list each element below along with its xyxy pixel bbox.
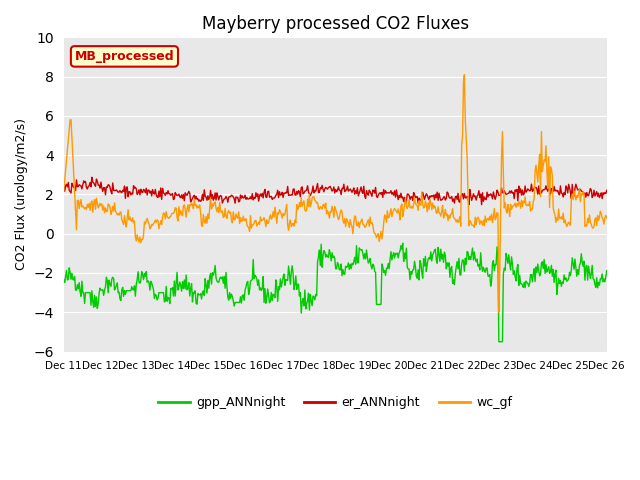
er_ANNnight (157, 185, 164, 191)
er_ANNnight (424, 192, 431, 198)
Line: er_ANNnight: er_ANNnight (64, 177, 607, 205)
gpp_ANNnight (495, 339, 502, 345)
gpp_ANNnight (399, 240, 406, 246)
er_ANNnight (88, 174, 96, 180)
er_ANNnight (60, 183, 68, 189)
wc_gf (60, 188, 68, 193)
wc_gf (470, 222, 477, 228)
er_ANNnight (465, 202, 473, 208)
gpp_ANNnight (305, 307, 313, 313)
gpp_ANNnight (200, 288, 207, 294)
gpp_ANNnight (380, 270, 388, 276)
wc_gf (305, 192, 313, 197)
gpp_ANNnight (156, 290, 164, 296)
wc_gf (380, 220, 388, 226)
er_ANNnight (307, 192, 314, 198)
er_ANNnight (381, 191, 388, 197)
er_ANNnight (470, 194, 478, 200)
wc_gf (495, 310, 502, 315)
wc_gf (200, 212, 207, 217)
Title: Mayberry processed CO2 Fluxes: Mayberry processed CO2 Fluxes (202, 15, 468, 33)
wc_gf (461, 72, 468, 78)
Y-axis label: CO2 Flux (urology/m2/s): CO2 Flux (urology/m2/s) (15, 119, 28, 270)
Text: MB_processed: MB_processed (75, 50, 174, 63)
wc_gf (422, 203, 430, 208)
Line: gpp_ANNnight: gpp_ANNnight (64, 243, 607, 342)
gpp_ANNnight (60, 277, 68, 283)
gpp_ANNnight (424, 261, 431, 267)
wc_gf (603, 215, 611, 221)
er_ANNnight (200, 187, 208, 192)
gpp_ANNnight (470, 257, 477, 263)
gpp_ANNnight (603, 268, 611, 274)
wc_gf (156, 221, 164, 227)
Legend: gpp_ANNnight, er_ANNnight, wc_gf: gpp_ANNnight, er_ANNnight, wc_gf (154, 391, 517, 414)
er_ANNnight (603, 188, 611, 193)
Line: wc_gf: wc_gf (64, 75, 607, 312)
